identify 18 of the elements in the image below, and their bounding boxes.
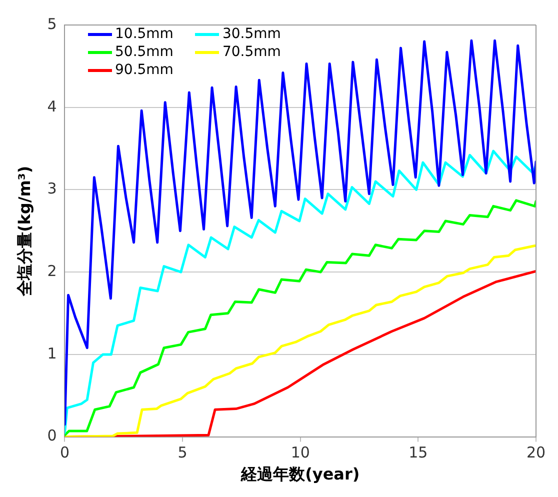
y-tick-label: 5 <box>47 14 57 33</box>
y-axis-title: 全塩分量(kg/m³) <box>14 166 34 298</box>
y-tick-label: 0 <box>47 426 57 445</box>
legend-label: 30.5mm <box>222 26 281 42</box>
x-tick-label: 0 <box>60 444 70 462</box>
x-tick-label: 5 <box>178 444 188 462</box>
legend-label: 90.5mm <box>115 62 174 78</box>
x-tick-label: 10 <box>290 444 310 462</box>
legend-label: 70.5mm <box>222 44 281 60</box>
x-tick-label: 20 <box>526 444 546 462</box>
y-tick-label: 3 <box>47 180 57 198</box>
legend-label: 50.5mm <box>115 44 174 60</box>
y-tick-label: 2 <box>47 262 57 280</box>
x-axis-title: 経過年数(year) <box>240 464 360 484</box>
y-tick-label: 1 <box>47 344 57 362</box>
legend-label: 10.5mm <box>115 26 174 42</box>
x-tick-label: 15 <box>408 444 428 462</box>
y-tick-label: 4 <box>47 97 57 116</box>
